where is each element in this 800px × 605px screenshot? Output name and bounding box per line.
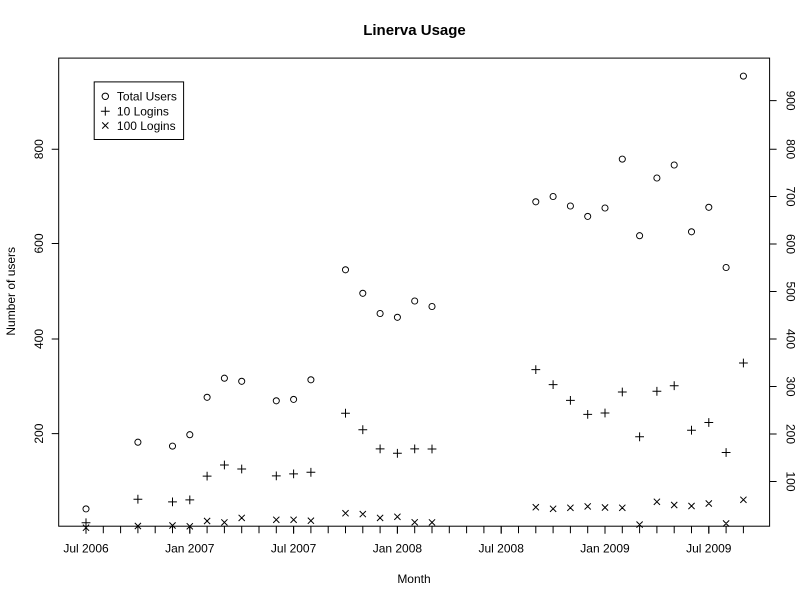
- svg-text:Jul 2008: Jul 2008: [479, 542, 525, 556]
- svg-text:600: 600: [32, 233, 46, 253]
- svg-text:Linerva Usage: Linerva Usage: [363, 22, 466, 39]
- svg-text:100 Logins: 100 Logins: [117, 119, 176, 133]
- svg-text:10 Logins: 10 Logins: [117, 104, 169, 118]
- svg-text:Jan 2007: Jan 2007: [165, 542, 215, 556]
- svg-text:Jul 2009: Jul 2009: [686, 542, 732, 556]
- svg-text:400: 400: [32, 329, 46, 349]
- svg-text:700: 700: [784, 186, 798, 206]
- svg-text:Number of users: Number of users: [4, 247, 18, 336]
- svg-text:900: 900: [784, 91, 798, 111]
- svg-text:800: 800: [32, 139, 46, 159]
- svg-text:400: 400: [784, 329, 798, 349]
- svg-text:200: 200: [784, 424, 798, 444]
- svg-text:200: 200: [32, 423, 46, 443]
- svg-text:Jan 2008: Jan 2008: [373, 542, 423, 556]
- svg-text:800: 800: [784, 139, 798, 159]
- svg-text:Jul 2006: Jul 2006: [63, 542, 109, 556]
- svg-text:Total Users: Total Users: [117, 90, 177, 104]
- svg-text:100: 100: [784, 471, 798, 491]
- svg-text:Jan 2009: Jan 2009: [580, 542, 630, 556]
- svg-text:600: 600: [784, 234, 798, 254]
- svg-text:Jul 2007: Jul 2007: [271, 542, 317, 556]
- svg-text:500: 500: [784, 281, 798, 301]
- svg-text:Month: Month: [397, 572, 430, 586]
- svg-text:300: 300: [784, 376, 798, 396]
